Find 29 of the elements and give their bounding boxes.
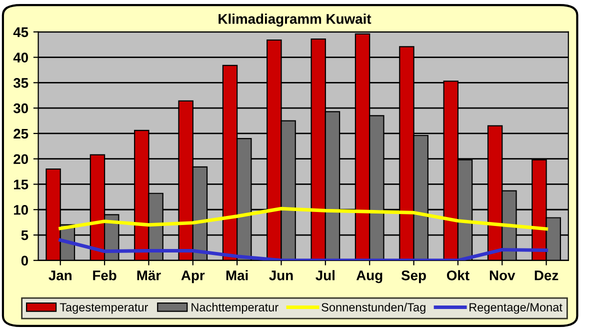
y-tick-label: 20 xyxy=(14,154,28,164)
x-tick-label: Sep xyxy=(401,270,426,284)
x-tick-label: Jul xyxy=(316,270,334,280)
x-tick-label: Nov xyxy=(490,270,516,280)
line-series xyxy=(58,206,548,231)
legend-label: Sonnenstunden/Tag xyxy=(322,302,426,314)
legend-label: Tagestemperatur xyxy=(60,303,148,314)
y-tick-label: 0 xyxy=(21,256,28,266)
x-tick-label: Aug xyxy=(356,270,382,284)
y-tick-label: 30 xyxy=(13,103,28,114)
y-tick-label: 5 xyxy=(21,230,28,240)
line-series xyxy=(58,238,548,260)
x-tick-label: Apr xyxy=(181,270,205,284)
y-tick-label: 15 xyxy=(14,180,28,190)
y-tick-label: 45 xyxy=(13,27,28,38)
x-tick-label: Mär xyxy=(137,270,161,280)
y-tick-label: 40 xyxy=(13,52,28,62)
legend-label: Nachttemperatur xyxy=(192,302,278,314)
legend-label: Regentage/Monat xyxy=(470,302,562,314)
x-tick-label: Jan xyxy=(48,270,72,280)
y-tick-label: 10 xyxy=(14,204,28,215)
x-tick-label: Feb xyxy=(93,270,116,280)
y-tick-label: 25 xyxy=(14,128,28,139)
y-tick-label: 35 xyxy=(13,78,28,88)
x-tick-label: Dez xyxy=(534,270,558,280)
x-tick-label: Jun xyxy=(269,270,293,280)
x-tick-label: Mai xyxy=(226,270,248,280)
chart-title: Klimadiagramm Kuwait xyxy=(218,14,372,27)
x-tick-label: Okt xyxy=(446,270,470,280)
